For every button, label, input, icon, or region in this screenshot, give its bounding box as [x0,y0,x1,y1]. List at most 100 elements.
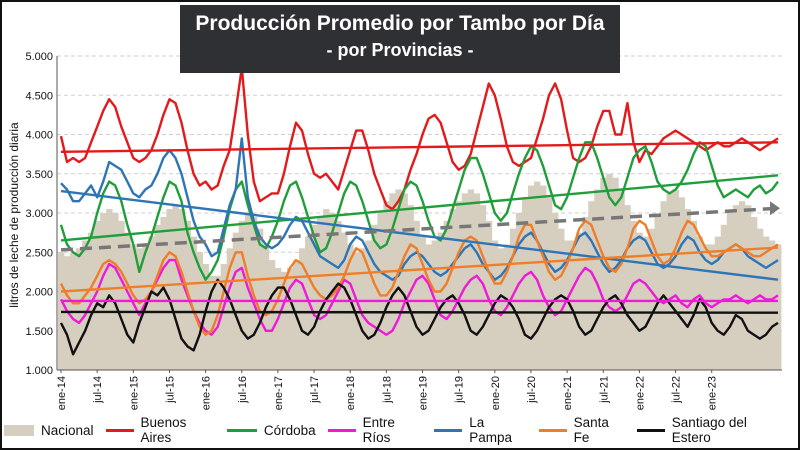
nacional-bar [401,193,408,370]
nacional-bar [461,193,469,370]
nacional-bar [684,209,692,370]
x-tick-label: jul-14 [92,376,104,404]
nacional-bar [389,193,396,370]
nacional-bar [552,213,559,370]
nacional-bar [256,228,264,370]
legend-item-nacional: Nacional [4,423,94,438]
nacional-bar [618,189,625,370]
trend-arrowhead [770,201,780,216]
nacional-bar [347,244,354,370]
x-tick-label: jul-16 [237,376,249,404]
nacional-bar [335,220,342,370]
nacional-bar [208,275,216,370]
nacional-bar [371,224,378,370]
nacional-bar [82,240,89,370]
nacional-bar [160,216,167,370]
nacional-bar [178,209,185,370]
nacional-bar [455,201,463,370]
nacional-bar [558,228,565,370]
chart-subtitle: - por Provincias - [326,40,474,60]
nacional-bar [425,244,432,370]
trendline-buenos-aires [60,141,779,153]
nacional-bar [672,189,679,370]
nacional-bar [750,216,758,370]
y-tick-label: 2.000 [25,287,53,299]
x-tick-label: ene-19 [418,376,430,410]
nacional-bar [612,177,619,370]
nacional-bar [100,213,107,370]
nacional-bar [443,220,451,370]
nacional-bar [419,236,426,370]
legend-label: Santa Fe [573,415,609,445]
nacional-bar [732,205,740,370]
y-tick-label: 3.000 [25,208,53,220]
nacional-bar [497,248,505,370]
nacional-bar [118,220,125,370]
x-tick-label: jul-17 [309,376,321,404]
nacional-bar [527,185,535,370]
x-tick-label: ene-22 [634,376,646,410]
legend-swatch [538,428,567,432]
nacional-bar [317,216,324,370]
nacional-bar [220,264,228,370]
nacional-bar [630,220,637,370]
legend-swatch [4,424,34,436]
axes [56,56,782,371]
x-tick-label: jul-15 [164,376,176,404]
nacional-bar [365,240,372,370]
legend-swatch [105,428,134,432]
nacional-bar [690,220,698,370]
nacional-bar [407,205,414,370]
nacional-bar [377,213,384,370]
nacional-bar [624,205,631,370]
legend: Nacional Buenos Aires Córdoba Entre Ríos La … [4,415,794,445]
nacional-bar [268,260,276,370]
legend-label: Entre Ríos [362,415,395,445]
trendline-santiago-del-estero [60,310,779,314]
nacional-bar [94,220,101,370]
nacional-bar [648,228,655,370]
series-line-córdoba [59,141,779,281]
legend-item-la-pampa: La Pampa [434,415,526,445]
nacional-bar [485,220,493,370]
x-tick-label: jul-22 [671,376,683,404]
nacional-bar [431,240,438,370]
nacional-bar [768,240,776,370]
legend-swatch [327,428,356,432]
legend-item-santa-fe: Santa Fe [538,415,625,445]
x-tick-label: ene-20 [490,376,502,410]
nacional-bar [515,213,523,370]
nacional-bar [479,205,487,370]
x-tick-label: ene-21 [562,376,574,410]
legend-label: Santiago del Estero [671,415,747,445]
nacional-bar [533,181,541,370]
trendline-santa-fe [60,246,779,293]
nacional-bar [678,197,686,370]
nacional-bar [546,197,553,370]
nacional-bar [190,236,197,370]
x-tick-label: ene-16 [201,376,213,410]
nacional-bar [76,248,83,370]
y-axis-label: litros de leche de producción diaria [7,122,21,308]
nacional-bar [774,244,782,370]
chart-title: Producción Promedio por Tambo por Día [195,12,605,35]
nacional-bar [112,213,119,370]
nacional-bar [564,240,571,370]
nacional-bar [756,228,764,370]
nacional-bar [172,205,179,370]
nacional-bar [154,224,161,370]
nacional-bar [600,177,607,370]
x-tick-label: jul-21 [598,376,610,404]
legend-item-buenos-aires: Buenos Aires [105,415,215,445]
nacional-bar [720,224,728,370]
nacional-bar [449,209,457,370]
legend-item-santiago-del-estero: Santiago del Estero [636,415,782,445]
x-tick-label: ene-18 [345,376,357,410]
legend-swatch [636,428,665,432]
nacional-bar [130,244,137,370]
series-line-santa-fe [59,219,779,336]
nacional-bar [594,189,601,370]
nacional-bar [666,193,673,370]
nacional-bar [588,201,595,370]
